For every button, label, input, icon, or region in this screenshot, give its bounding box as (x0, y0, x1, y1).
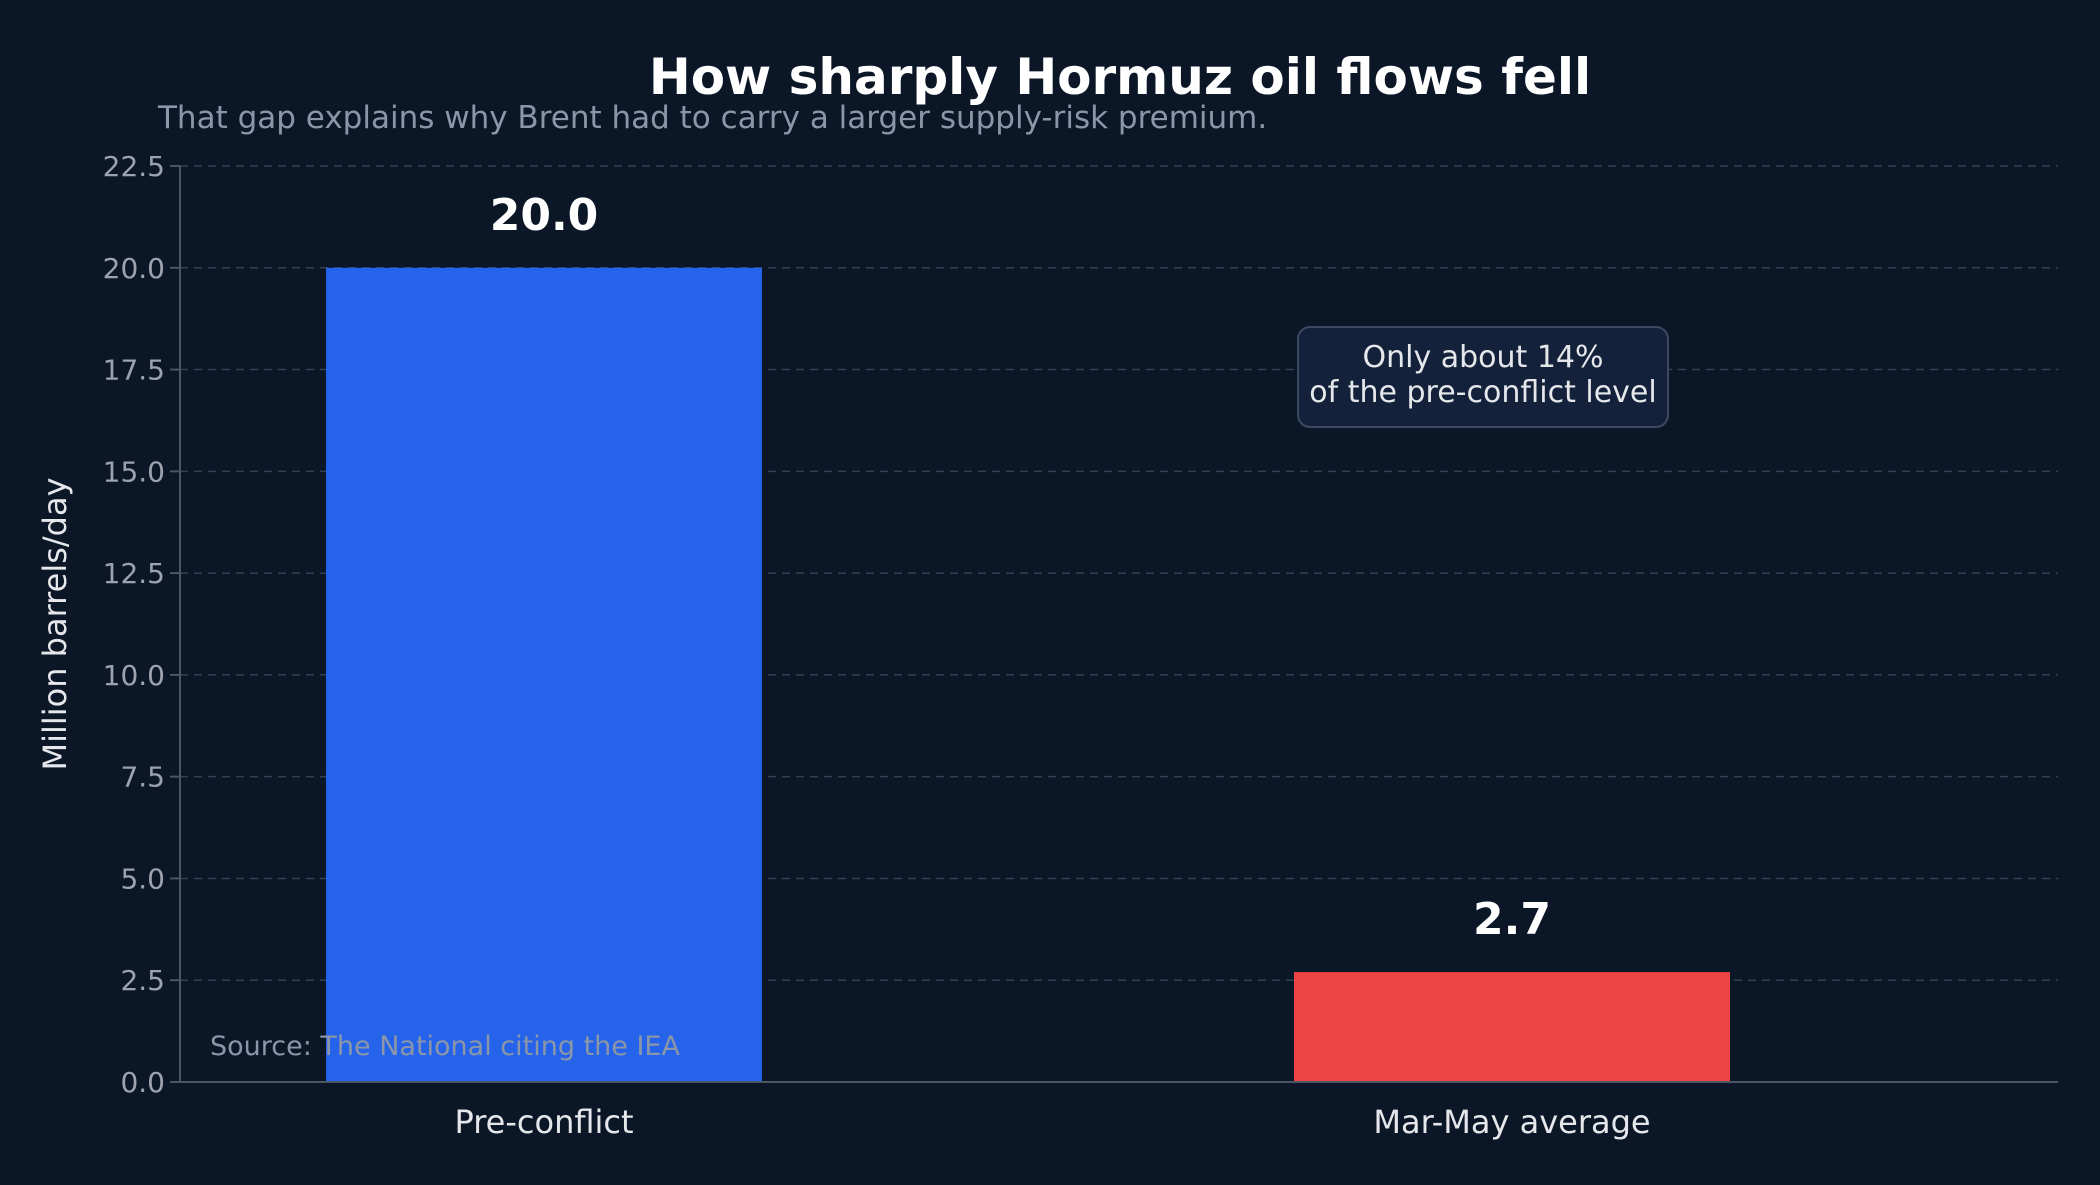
bar-mar-may-average (1294, 972, 1730, 1082)
data-labels: 20.0 2.7 (490, 190, 1551, 945)
y-tick-label: 2.5 (120, 964, 165, 997)
annotation-background (1297, 326, 1669, 428)
bars (326, 267, 1730, 1082)
y-tick-label: 20.0 (103, 252, 165, 285)
y-tick-label: 17.5 (103, 354, 165, 387)
y-tick-label: 22.5 (103, 150, 165, 183)
bar-value-label: 2.7 (1473, 894, 1551, 945)
y-tick-label: 12.5 (103, 557, 165, 590)
x-tick-label: Mar-May average (1373, 1103, 1650, 1141)
y-ticks: 0.0 2.5 5.0 7.5 10.0 12.5 15.0 17.5 20.0 22.5 (103, 150, 180, 1099)
y-tick-label: 5.0 (120, 862, 165, 895)
y-axis-label: Million barrels/day (36, 477, 74, 770)
annotation-line-2: of the pre-conflict level (1309, 375, 1656, 410)
source-note: Source: The National citing the IEA (210, 1031, 680, 1062)
axes (179, 166, 2058, 1083)
x-tick-label: Pre-conflict (454, 1103, 633, 1141)
y-tick-label: 15.0 (103, 455, 165, 488)
annotation-box: Only about 14% of the pre-conflict level (1297, 326, 1669, 428)
y-tick-label: 0.0 (120, 1066, 165, 1099)
y-tick-label: 7.5 (120, 761, 165, 794)
annotation-line-1: Only about 14% (1362, 340, 1603, 375)
x-ticks: Pre-conflict Mar-May average (454, 1103, 1650, 1141)
y-tick-label: 10.0 (103, 659, 165, 692)
chart-title: How sharply Hormuz oil flows fell (649, 48, 1591, 106)
chart-subtitle: That gap explains why Brent had to carry… (157, 100, 1267, 136)
bar-value-label: 20.0 (490, 190, 599, 241)
bar-pre-conflict (326, 267, 762, 1082)
